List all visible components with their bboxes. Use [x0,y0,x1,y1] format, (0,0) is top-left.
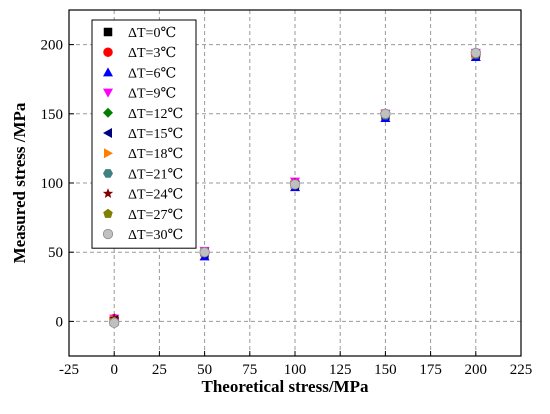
legend-marker [103,128,112,138]
legend-label: ΔT=6℃ [128,66,176,81]
legend-label: ΔT=30℃ [128,228,183,243]
legend-marker [104,148,113,159]
x-tick-label: 0 [110,362,118,378]
legend-label: ΔT=9℃ [128,87,176,102]
data-point [380,108,391,119]
legend-marker [103,208,113,218]
x-tick-label: 225 [510,362,533,378]
y-tick-label: 200 [41,38,64,54]
legend-marker [103,27,113,37]
data-point [470,47,481,59]
grid-lines [69,10,521,356]
data-point [199,247,210,258]
x-tick-label: 100 [284,362,307,378]
legend: ΔT=0℃ ΔT=3℃ ΔT=6℃ ΔT=9℃ ΔT=12℃ ΔT=15℃ ΔT=18℃ ΔT… [91,19,197,249]
legend-label: ΔT=3℃ [128,46,176,61]
y-tick-label: 150 [41,107,64,123]
legend-label: ΔT=12℃ [128,107,183,122]
axis-ticks: -25 0 25 50 75 100 125 150 175 200 225 0 50 100 150 200 [41,38,533,378]
legend-marker [103,47,113,57]
y-axis-title: Measured stress /MPa [10,102,29,263]
x-tick-label: 50 [197,362,212,378]
legend-marker [103,88,113,98]
legend-marker [103,67,113,77]
legend-marker [102,188,114,199]
y-tick-label: 0 [56,314,64,330]
data-points [108,47,482,328]
y-tick-label: 100 [41,176,64,192]
legend-marker [103,169,113,178]
legend-label: ΔT=18℃ [128,147,183,162]
x-tick-label: 200 [465,362,488,378]
data-point [289,179,301,190]
legend-label: ΔT=15℃ [128,127,183,142]
legend-label: ΔT=27℃ [128,208,183,223]
legend-label: ΔT=0℃ [128,26,176,41]
legend-marker [102,228,114,240]
legend-label: ΔT=21℃ [128,167,183,182]
x-tick-label: -25 [59,362,79,378]
y-tick-label: 50 [48,245,63,261]
series-10 [109,47,481,328]
x-tick-label: 175 [419,362,442,378]
x-tick-label: 75 [242,362,257,378]
legend-marker [103,107,113,118]
x-axis-title: Theoretical stress/MPa [202,377,369,396]
x-tick-label: 150 [374,362,397,378]
x-tick-label: 25 [152,362,167,378]
legend-label: ΔT=24℃ [128,188,183,203]
x-tick-label: 125 [329,362,352,378]
data-point [109,317,120,328]
